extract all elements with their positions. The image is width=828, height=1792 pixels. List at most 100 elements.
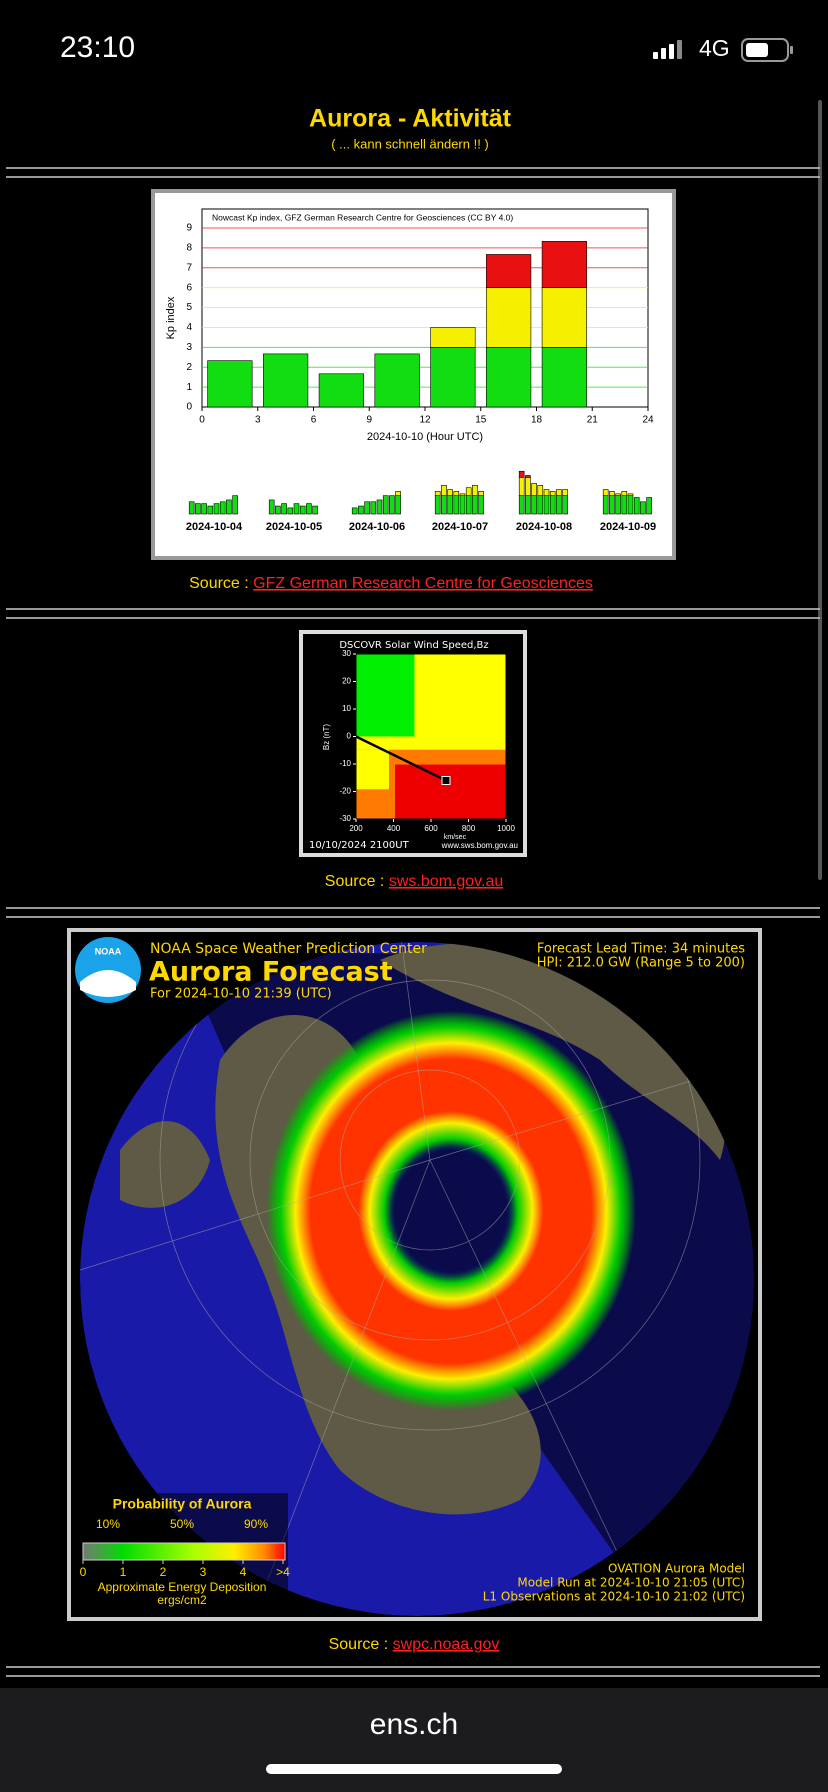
x-tick-label: 1000 bbox=[497, 824, 515, 833]
colorbar-tick-label: 0 bbox=[80, 1565, 87, 1579]
source-link[interactable]: sws.bom.gov.au bbox=[389, 873, 503, 890]
bar-segment bbox=[364, 501, 370, 515]
bar-segment bbox=[562, 489, 568, 496]
legend-label: 2024-10-04 bbox=[186, 521, 243, 533]
bar-segment bbox=[268, 499, 275, 515]
bar-segment bbox=[306, 503, 312, 515]
bar-segment bbox=[486, 254, 532, 288]
solar-wind-title: DSCOVR Solar Wind Speed,Bz bbox=[339, 640, 488, 651]
bar-segment bbox=[207, 360, 253, 408]
url-text[interactable]: ens.ch bbox=[370, 1708, 458, 1741]
bar-segment bbox=[459, 493, 466, 496]
network-type: 4G bbox=[699, 35, 730, 61]
legend-label: 2024-10-07 bbox=[432, 521, 488, 533]
bar-segment bbox=[226, 499, 232, 515]
bar-segment bbox=[556, 495, 562, 515]
legend-label: 2024-10-08 bbox=[516, 521, 572, 533]
bar-segment bbox=[633, 497, 640, 515]
bar-segment bbox=[486, 347, 532, 408]
bar-segment bbox=[472, 495, 478, 515]
y-tick-label: 9 bbox=[186, 223, 192, 234]
bar-segment bbox=[447, 495, 453, 515]
solar-wind-x-label: km/sec bbox=[444, 834, 467, 841]
plot-region bbox=[356, 749, 389, 790]
aurora-forecast-time: For 2024-10-10 21:39 (UTC) bbox=[150, 987, 332, 1002]
bar-segment bbox=[531, 495, 537, 515]
x-tick-label: 6 bbox=[311, 415, 317, 426]
bar-segment bbox=[609, 495, 615, 515]
y-tick-label: 20 bbox=[342, 677, 351, 686]
bar-segment bbox=[275, 505, 281, 515]
source-link[interactable]: GFZ German Research Centre for Geoscienc… bbox=[253, 575, 593, 592]
y-tick-label: 30 bbox=[342, 649, 351, 658]
bar-segment bbox=[621, 495, 628, 515]
legend-title: Probability of Aurora bbox=[113, 1496, 252, 1512]
bar-segment bbox=[430, 347, 476, 408]
bar-segment bbox=[382, 495, 389, 515]
separator bbox=[6, 167, 820, 1677]
legend-label: 2024-10-06 bbox=[349, 521, 405, 533]
legend-label: 2024-10-05 bbox=[266, 521, 322, 533]
home-indicator bbox=[266, 1764, 562, 1774]
source-link[interactable]: swpc.noaa.gov bbox=[393, 1636, 500, 1653]
noaa-logo-text: NOAA bbox=[95, 946, 122, 956]
bar-segment bbox=[459, 495, 466, 515]
x-tick-label: 12 bbox=[419, 415, 431, 426]
y-tick-label: 8 bbox=[186, 243, 192, 254]
bar-segment bbox=[602, 495, 609, 515]
noaa-logo-wave bbox=[80, 970, 136, 997]
bar-segment bbox=[195, 503, 201, 515]
bar-segment bbox=[312, 505, 318, 515]
bar-segment bbox=[318, 373, 364, 408]
colorbar-tick-label: 1 bbox=[120, 1565, 127, 1579]
colorbar-caption: Approximate Energy Deposition bbox=[98, 1580, 267, 1594]
bar-segment bbox=[609, 491, 615, 496]
y-tick-label: 0 bbox=[347, 732, 352, 741]
x-tick-label: 21 bbox=[587, 415, 599, 426]
percent-label: 10% bbox=[96, 1517, 120, 1531]
plot-region bbox=[395, 764, 506, 819]
bar-segment bbox=[232, 495, 238, 515]
bar-segment bbox=[434, 495, 441, 515]
bar-segment bbox=[562, 495, 568, 515]
solar-wind-y-label: Bz (nT) bbox=[322, 724, 331, 751]
bar-segment bbox=[219, 501, 226, 515]
bar-segment bbox=[627, 495, 634, 515]
bar-segment bbox=[478, 495, 484, 515]
x-tick-label: 15 bbox=[475, 415, 487, 426]
aurora-model-run: Model Run at 2024-10-10 21:05 (UTC) bbox=[517, 1576, 745, 1590]
colorbar-tick-label: 3 bbox=[200, 1565, 207, 1579]
y-tick-label: 7 bbox=[186, 262, 192, 273]
bar-segment bbox=[518, 495, 525, 515]
bar-segment bbox=[615, 493, 621, 496]
bar-segment bbox=[541, 241, 587, 288]
x-tick-label: 9 bbox=[366, 415, 372, 426]
source-line: Source : swpc.noaa.gov bbox=[329, 1636, 500, 1653]
bar-segment bbox=[543, 489, 550, 496]
x-tick-label: 18 bbox=[531, 415, 543, 426]
y-tick-label: 0 bbox=[186, 402, 192, 413]
aurora-agency: NOAA Space Weather Prediction Center bbox=[150, 941, 427, 957]
bar-segment bbox=[299, 505, 306, 515]
status-time: 23:10 bbox=[60, 31, 135, 64]
bar-segment bbox=[453, 495, 460, 515]
bar-segment bbox=[531, 483, 537, 496]
solar-wind-timestamp: 10/10/2024 2100UT bbox=[309, 840, 410, 851]
y-tick-label: 5 bbox=[186, 302, 192, 313]
bar-segment bbox=[293, 503, 300, 515]
aurora-title: Aurora Forecast bbox=[149, 957, 393, 988]
bar-segment bbox=[358, 505, 364, 515]
bar-segment bbox=[389, 495, 395, 515]
colorbar-unit: ergs/cm2 bbox=[157, 1593, 207, 1607]
solar-wind-credit: www.sws.bom.gov.au bbox=[441, 841, 518, 850]
bar-segment bbox=[441, 484, 447, 496]
bar-segment bbox=[646, 497, 652, 515]
aurora-map bbox=[80, 942, 754, 1616]
bar-segment bbox=[188, 501, 195, 515]
bar-segment bbox=[434, 491, 441, 496]
signal-icon bbox=[653, 40, 682, 59]
bar-segment bbox=[525, 495, 531, 515]
bar-segment bbox=[465, 495, 472, 515]
y-tick-label: -30 bbox=[339, 814, 351, 823]
